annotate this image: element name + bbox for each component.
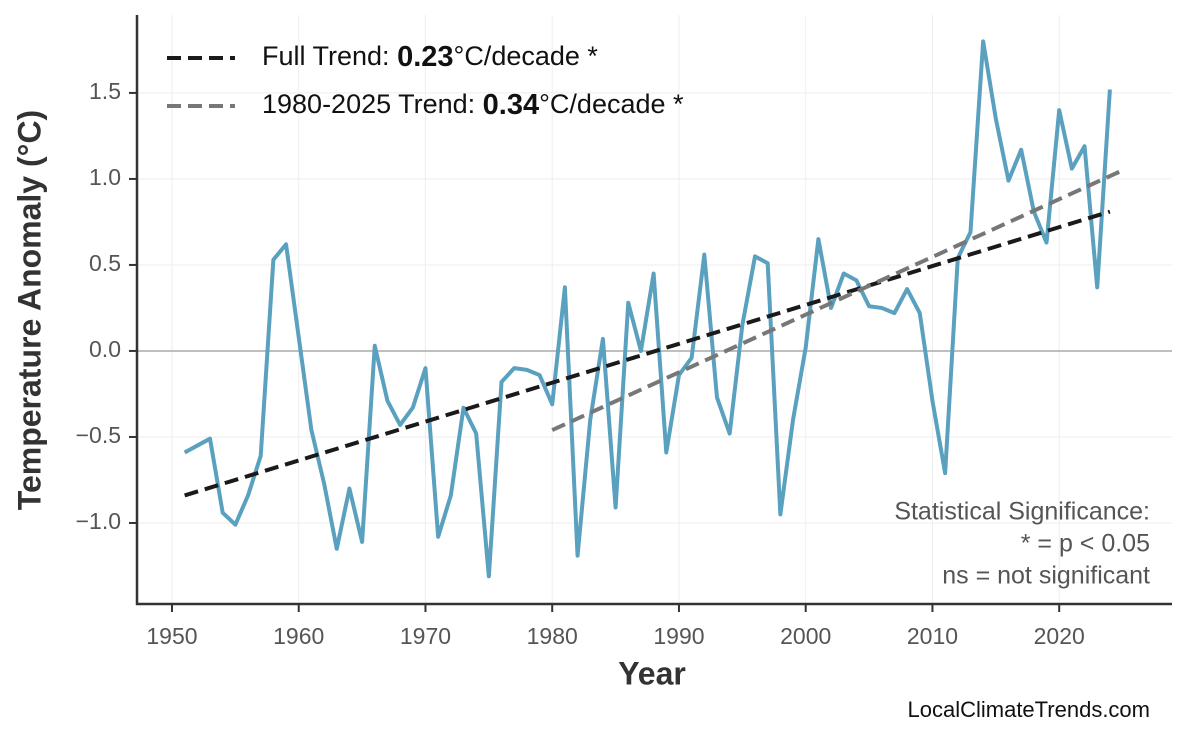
credit: LocalClimateTrends.com: [908, 697, 1151, 722]
legend-label-part: 0.23: [397, 41, 453, 73]
x-tick-label: 2010: [907, 623, 958, 649]
x-axis-label: Year: [618, 655, 686, 691]
annotation: * = p < 0.05: [1021, 530, 1150, 558]
y-tick-label: 1.5: [89, 78, 121, 104]
legend-label-part: °C/decade *: [454, 41, 599, 71]
x-tick-label: 2000: [780, 623, 831, 649]
legend-label-part: °C/decade *: [539, 89, 684, 119]
trend-line: [551, 168, 1124, 432]
x-tick-label: 1990: [653, 623, 704, 649]
x-tick-label: 1980: [527, 623, 578, 649]
x-tick-label: 1950: [146, 623, 197, 649]
y-tick-label: −0.5: [76, 422, 121, 448]
x-tick-label: 2020: [1034, 623, 1085, 649]
data-line: [183, 39, 1112, 579]
legend-label: 1980-2025 Trend: 0.34°C/decade *: [262, 89, 684, 121]
legend-label-part: Full Trend:: [262, 41, 397, 71]
x-tick-label: 1970: [400, 623, 451, 649]
y-tick-label: 1.0: [89, 164, 121, 190]
legend-label: Full Trend: 0.23°C/decade *: [262, 41, 598, 73]
legend-label-part: 1980-2025 Trend:: [262, 89, 483, 119]
y-tick-label: −1.0: [76, 508, 121, 534]
y-tick-label: 0.0: [89, 336, 121, 362]
annotation: ns = not significant: [942, 562, 1150, 590]
x-tick-label: 1960: [273, 623, 324, 649]
y-axis-label: Temperature Anomaly (°C): [11, 110, 47, 510]
trend-line: [184, 209, 1111, 498]
legend-label-part: 0.34: [483, 89, 539, 121]
annotation: Statistical Significance:: [894, 498, 1150, 526]
y-tick-label: 0.5: [89, 250, 121, 276]
